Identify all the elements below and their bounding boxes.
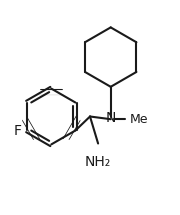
Text: F: F xyxy=(13,124,21,138)
Text: N: N xyxy=(105,111,116,125)
Text: Me: Me xyxy=(130,113,148,126)
Text: NH₂: NH₂ xyxy=(85,155,111,169)
